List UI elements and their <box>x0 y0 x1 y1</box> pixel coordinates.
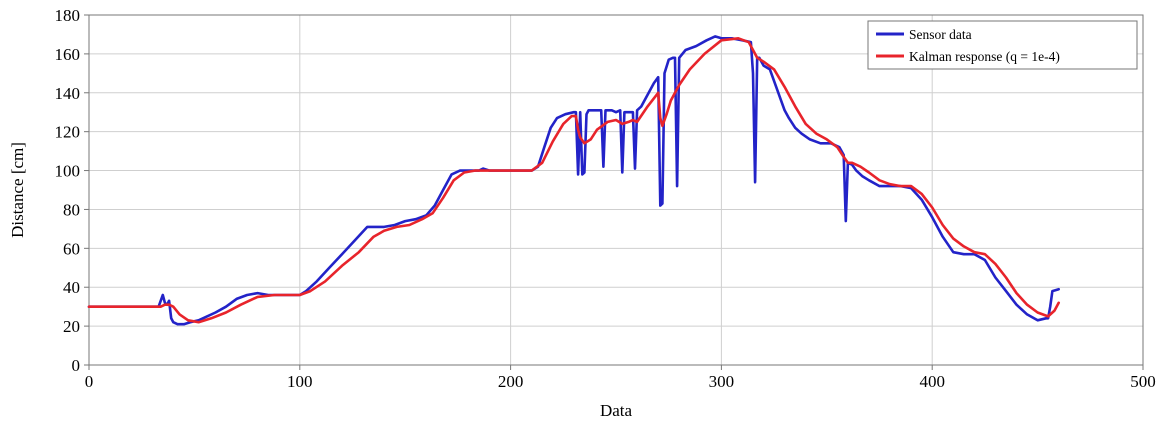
x-tick-label: 500 <box>1130 372 1156 391</box>
y-tick-label: 60 <box>63 239 80 258</box>
x-tick-label: 0 <box>85 372 94 391</box>
x-tick-label: 100 <box>287 372 313 391</box>
x-tick-label: 300 <box>709 372 735 391</box>
series-line-kalman <box>87 37 1060 324</box>
series-lines <box>87 35 1060 326</box>
y-tick-label: 160 <box>55 45 81 64</box>
y-axis-label: Distance [cm] <box>8 142 27 238</box>
x-tick-label: 400 <box>919 372 945 391</box>
y-tick-label: 180 <box>55 6 81 25</box>
plot-frame <box>88 14 1144 366</box>
y-tick-label: 20 <box>63 317 80 336</box>
y-axis-ticks: 0 20 40 60 80 100 120 140 160 180 <box>55 6 89 375</box>
x-axis-label: Data <box>600 401 633 420</box>
legend-label-sensor: Sensor data <box>909 27 972 42</box>
grid-lines <box>89 15 1143 365</box>
y-tick-label: 40 <box>63 278 80 297</box>
y-tick-label: 0 <box>72 356 81 375</box>
y-tick-label: 120 <box>55 123 81 142</box>
series-line-sensor <box>87 35 1060 326</box>
y-tick-label: 80 <box>63 200 80 219</box>
y-tick-label: 140 <box>55 84 81 103</box>
legend-box <box>867 20 1138 70</box>
legend: Sensor data Kalman response (q = 1e-4) <box>867 20 1138 70</box>
x-axis-ticks: 0 100 200 300 400 500 <box>85 365 1156 391</box>
x-tick-label: 200 <box>498 372 524 391</box>
y-tick-label: 100 <box>55 162 81 181</box>
legend-label-kalman: Kalman response (q = 1e-4) <box>909 49 1060 64</box>
